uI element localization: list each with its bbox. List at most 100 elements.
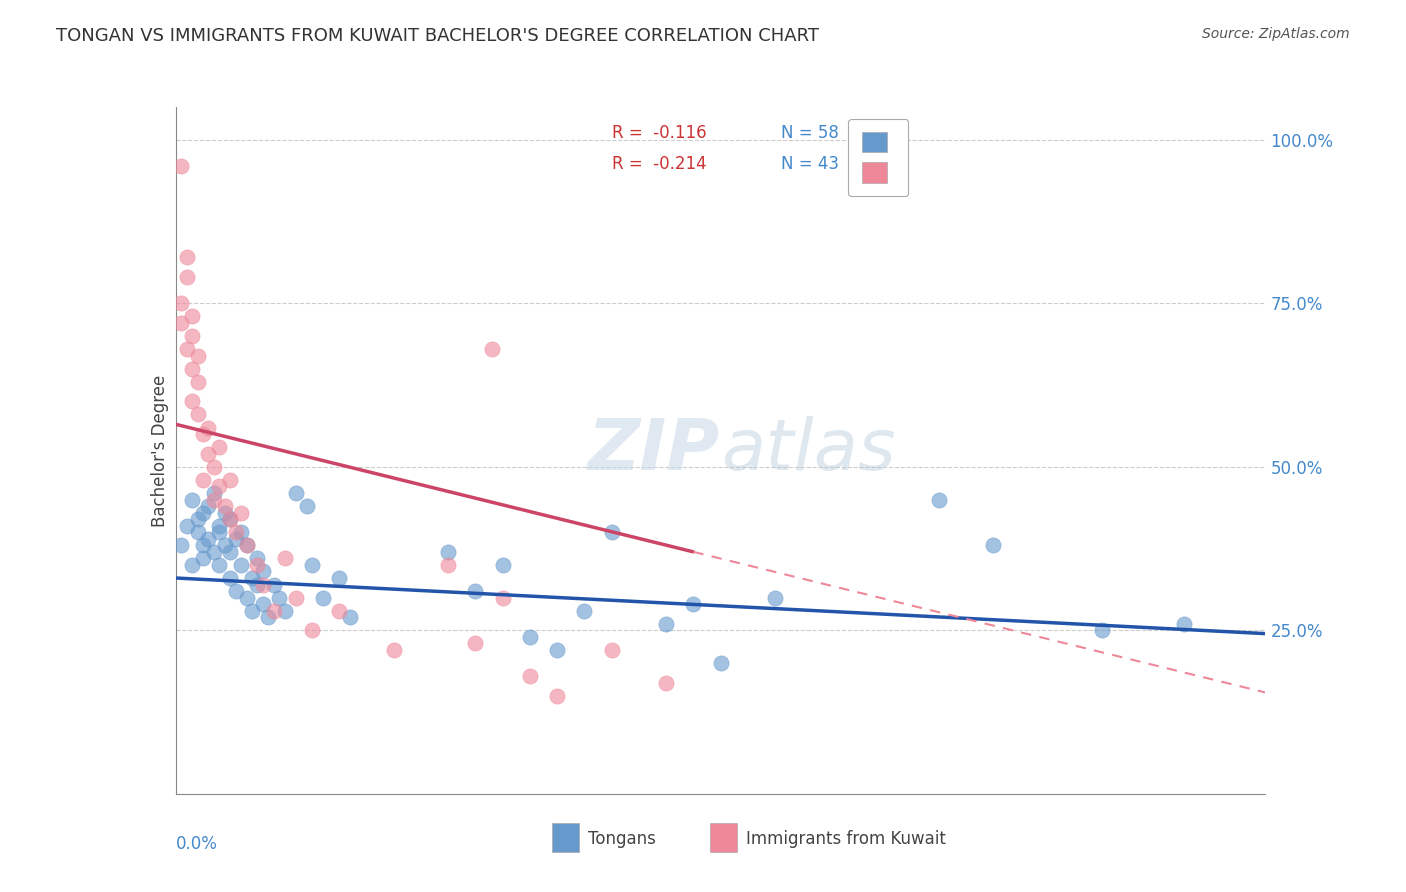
Point bbox=[219, 545, 242, 559]
Point bbox=[464, 636, 486, 650]
Text: R =  -0.214: R = -0.214 bbox=[612, 155, 706, 173]
Point bbox=[710, 656, 733, 670]
Point bbox=[246, 577, 269, 591]
Point bbox=[574, 604, 596, 618]
Text: TONGAN VS IMMIGRANTS FROM KUWAIT BACHELOR'S DEGREE CORRELATION CHART: TONGAN VS IMMIGRANTS FROM KUWAIT BACHELO… bbox=[56, 27, 820, 45]
Text: Tongans: Tongans bbox=[588, 830, 655, 847]
Point bbox=[202, 486, 225, 500]
Point bbox=[170, 538, 193, 552]
Point bbox=[257, 610, 280, 624]
Point bbox=[191, 551, 214, 566]
Point bbox=[197, 447, 219, 461]
Point bbox=[208, 479, 231, 493]
Point bbox=[202, 459, 225, 474]
Point bbox=[301, 624, 323, 638]
Point bbox=[252, 565, 274, 579]
Point bbox=[312, 591, 335, 605]
Point bbox=[219, 571, 242, 585]
Point bbox=[186, 512, 209, 526]
Text: N = 43: N = 43 bbox=[780, 155, 838, 173]
Point bbox=[519, 630, 541, 644]
Point bbox=[328, 571, 350, 585]
Text: atlas: atlas bbox=[721, 416, 896, 485]
Point bbox=[252, 597, 274, 611]
Point bbox=[191, 473, 214, 487]
Point bbox=[481, 342, 503, 356]
Point bbox=[225, 532, 247, 546]
Text: ZIP: ZIP bbox=[588, 416, 721, 485]
Point bbox=[181, 492, 204, 507]
Point bbox=[191, 427, 214, 442]
Point bbox=[240, 571, 263, 585]
Point bbox=[269, 591, 291, 605]
Point bbox=[176, 342, 198, 356]
Point bbox=[519, 669, 541, 683]
Point bbox=[219, 473, 242, 487]
Point bbox=[170, 159, 193, 173]
Point bbox=[437, 558, 460, 572]
Point bbox=[295, 499, 318, 513]
FancyBboxPatch shape bbox=[710, 823, 737, 852]
Point bbox=[928, 492, 950, 507]
Point bbox=[464, 584, 486, 599]
Text: Immigrants from Kuwait: Immigrants from Kuwait bbox=[745, 830, 945, 847]
Point bbox=[284, 486, 307, 500]
Point bbox=[186, 408, 209, 422]
Point bbox=[339, 610, 361, 624]
Point bbox=[202, 545, 225, 559]
Point bbox=[1091, 624, 1114, 638]
Point bbox=[600, 643, 623, 657]
Point bbox=[202, 492, 225, 507]
Point bbox=[181, 310, 204, 324]
Point bbox=[197, 499, 219, 513]
Point bbox=[176, 518, 198, 533]
Point bbox=[437, 545, 460, 559]
Text: Source: ZipAtlas.com: Source: ZipAtlas.com bbox=[1202, 27, 1350, 41]
Point bbox=[170, 296, 193, 310]
Y-axis label: Bachelor's Degree: Bachelor's Degree bbox=[150, 375, 169, 526]
Point bbox=[181, 394, 204, 409]
Point bbox=[655, 675, 678, 690]
Text: R =  -0.116: R = -0.116 bbox=[612, 124, 706, 142]
Point bbox=[231, 525, 253, 540]
Point bbox=[225, 584, 247, 599]
Point bbox=[208, 525, 231, 540]
Point bbox=[186, 375, 209, 389]
Point bbox=[176, 270, 198, 285]
Point bbox=[214, 506, 236, 520]
Point bbox=[197, 420, 219, 434]
Point bbox=[208, 440, 231, 454]
Point bbox=[382, 643, 405, 657]
Point bbox=[328, 604, 350, 618]
Point bbox=[655, 616, 678, 631]
Point bbox=[235, 591, 257, 605]
Point bbox=[181, 361, 204, 376]
FancyBboxPatch shape bbox=[551, 823, 579, 852]
Point bbox=[274, 604, 297, 618]
Point bbox=[274, 551, 297, 566]
Point bbox=[214, 499, 236, 513]
Point bbox=[246, 551, 269, 566]
Text: N = 58: N = 58 bbox=[780, 124, 838, 142]
Point bbox=[214, 538, 236, 552]
Point bbox=[546, 643, 568, 657]
Point bbox=[186, 349, 209, 363]
Point bbox=[181, 558, 204, 572]
Point bbox=[240, 604, 263, 618]
Point bbox=[492, 591, 515, 605]
Point bbox=[231, 506, 253, 520]
Point bbox=[235, 538, 257, 552]
Point bbox=[231, 558, 253, 572]
Point bbox=[600, 525, 623, 540]
Point bbox=[492, 558, 515, 572]
Point bbox=[197, 532, 219, 546]
Point bbox=[219, 512, 242, 526]
Point bbox=[981, 538, 1004, 552]
Point bbox=[263, 604, 285, 618]
Point bbox=[191, 506, 214, 520]
Point bbox=[546, 689, 568, 703]
Point bbox=[219, 512, 242, 526]
Point bbox=[1173, 616, 1195, 631]
Point bbox=[191, 538, 214, 552]
Point bbox=[181, 329, 204, 343]
